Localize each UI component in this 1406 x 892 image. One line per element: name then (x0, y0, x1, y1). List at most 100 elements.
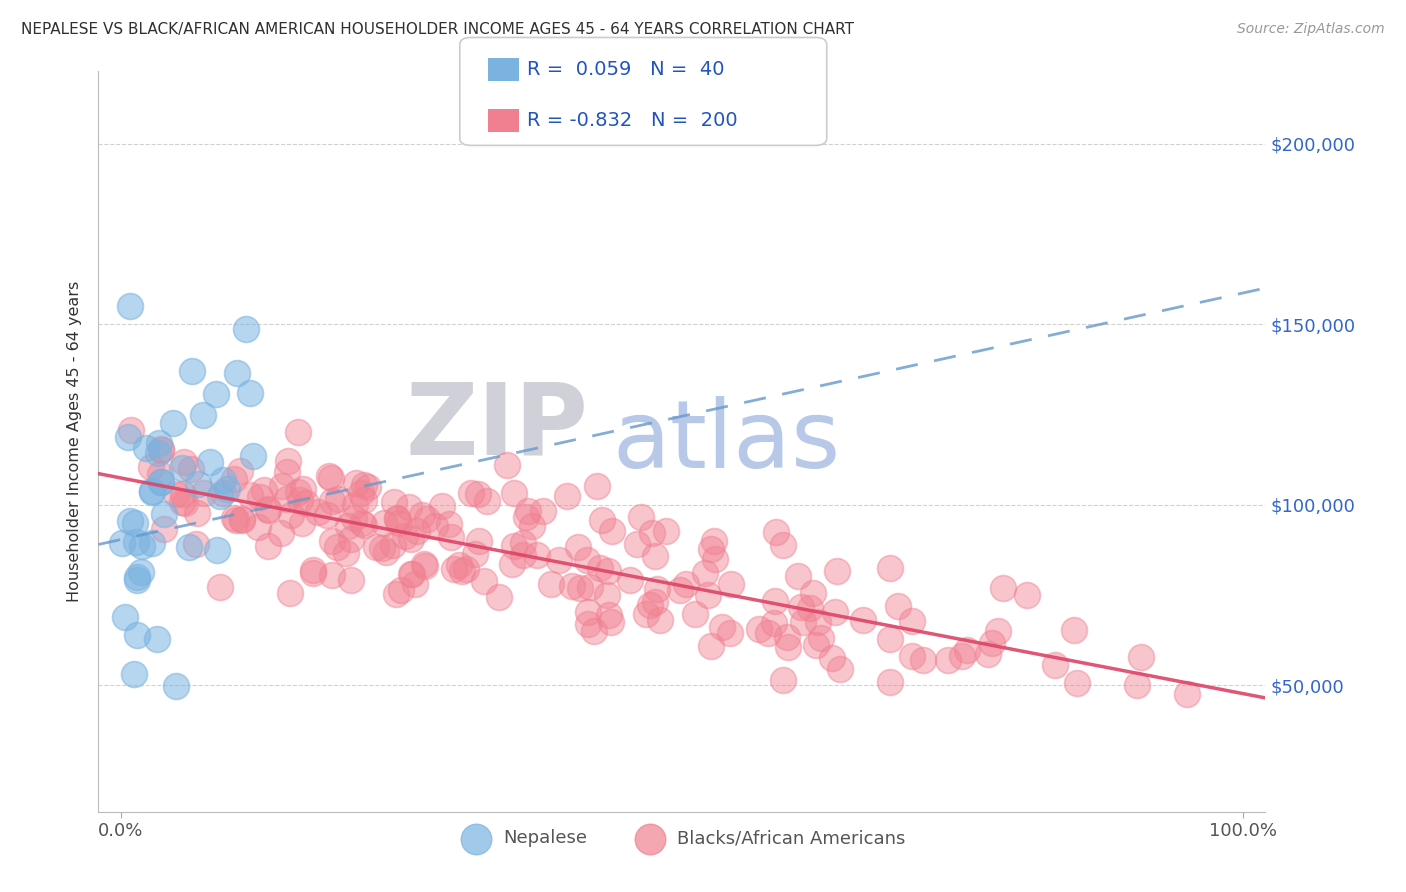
Point (336, 519, 359, 533)
Point (567, 541, 589, 555)
Point (302, 566, 325, 580)
Point (501, 557, 523, 571)
Point (129, 565, 152, 579)
Point (170, 495, 193, 509)
Point (765, 525, 787, 540)
Point (710, 620, 733, 634)
Point (503, 539, 526, 553)
Point (776, 640, 799, 655)
Point (231, 512, 253, 526)
Point (186, 506, 208, 520)
Point (748, 622, 770, 636)
Point (703, 552, 725, 566)
Point (226, 366, 249, 380)
Text: R =  0.059   N =  40: R = 0.059 N = 40 (527, 60, 724, 79)
Point (205, 387, 228, 401)
Point (763, 615, 786, 630)
Point (242, 450, 264, 464)
Point (626, 537, 648, 551)
Point (287, 425, 309, 439)
Point (596, 564, 619, 578)
Point (239, 386, 262, 401)
Point (174, 496, 197, 510)
Point (125, 573, 148, 587)
Point (993, 581, 1015, 595)
Point (374, 545, 396, 559)
Point (278, 585, 301, 599)
Text: NEPALESE VS BLACK/AFRICAN AMERICAN HOUSEHOLDER INCOME AGES 45 - 64 YEARS CORRELA: NEPALESE VS BLACK/AFRICAN AMERICAN HOUSE… (21, 22, 853, 37)
Point (344, 498, 367, 512)
Point (561, 579, 583, 593)
Point (655, 524, 678, 539)
Point (582, 624, 605, 638)
Point (394, 529, 416, 543)
Point (146, 632, 169, 646)
Point (141, 485, 163, 500)
Point (801, 586, 824, 600)
Point (153, 507, 176, 521)
Point (1175, 687, 1198, 701)
Point (1063, 623, 1085, 637)
Point (125, 535, 148, 549)
Point (828, 662, 851, 676)
Point (1129, 650, 1152, 665)
Point (526, 548, 548, 562)
Point (172, 487, 194, 501)
Point (117, 430, 139, 444)
Point (276, 466, 298, 480)
Point (488, 590, 510, 604)
Point (598, 608, 620, 623)
Point (1015, 589, 1038, 603)
Point (135, 441, 157, 455)
Point (576, 553, 599, 567)
Point (307, 505, 329, 519)
Point (125, 628, 148, 642)
Point (371, 541, 394, 555)
Point (443, 562, 465, 576)
Point (503, 486, 526, 500)
Point (208, 489, 231, 503)
Point (401, 566, 423, 581)
Point (938, 653, 960, 667)
Point (548, 553, 571, 567)
Point (576, 605, 599, 619)
Point (668, 582, 690, 597)
Point (149, 467, 172, 481)
Point (127, 569, 149, 583)
Point (720, 577, 742, 591)
Point (776, 631, 799, 645)
Point (1126, 678, 1149, 692)
Point (425, 519, 447, 533)
Point (852, 613, 875, 627)
Point (276, 491, 298, 506)
Point (340, 573, 363, 587)
Point (256, 503, 278, 517)
Point (703, 534, 725, 549)
Point (512, 536, 534, 550)
Text: Source: ZipAtlas.com: Source: ZipAtlas.com (1237, 22, 1385, 37)
Point (224, 511, 246, 525)
Point (187, 476, 209, 491)
Point (384, 587, 406, 601)
Point (139, 460, 162, 475)
Point (772, 538, 794, 552)
Point (981, 636, 1004, 650)
Point (439, 530, 461, 544)
Point (644, 549, 666, 563)
Point (413, 557, 436, 571)
Point (326, 540, 349, 554)
Point (239, 488, 262, 502)
Point (638, 598, 661, 612)
Point (122, 666, 145, 681)
Point (404, 577, 426, 591)
Point (118, 299, 141, 313)
Point (555, 489, 578, 503)
Point (430, 500, 453, 514)
Point (467, 486, 489, 500)
Point (353, 493, 375, 508)
Point (212, 486, 235, 500)
Point (153, 522, 176, 536)
Point (225, 514, 247, 528)
Point (228, 464, 250, 478)
Point (222, 472, 245, 486)
